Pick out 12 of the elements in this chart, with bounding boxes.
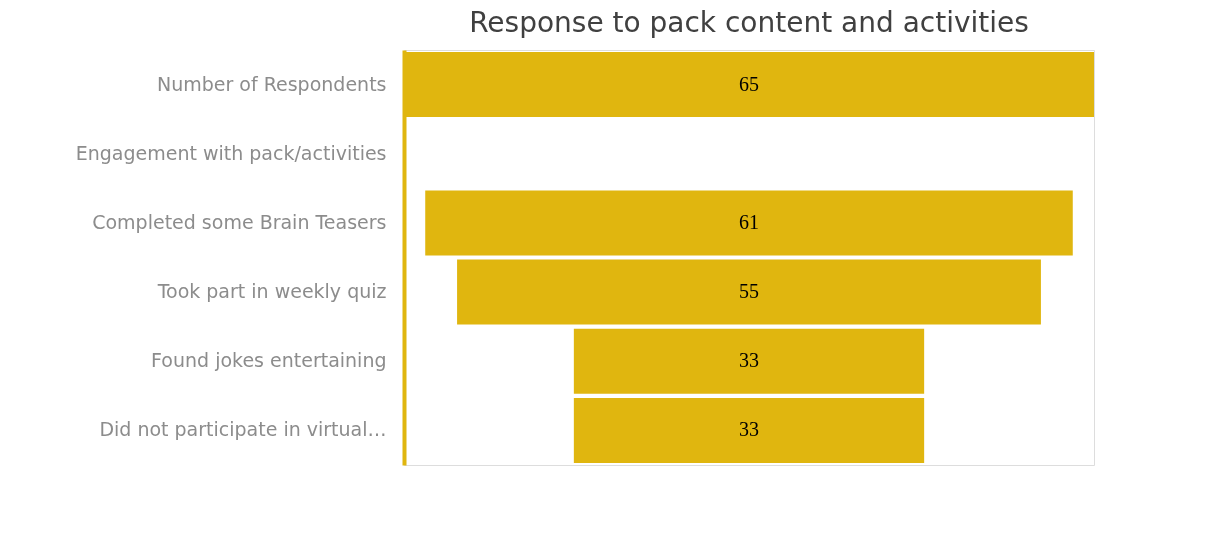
data-label: 33: [739, 418, 759, 441]
category-label: Took part in weekly quiz: [156, 280, 387, 303]
category-label: Did not participate in virtual…: [99, 418, 387, 441]
category-label: Completed some Brain Teasers: [92, 210, 387, 233]
category-label: Found jokes entertaining: [151, 349, 387, 372]
category-label: Engagement with pack/activities: [75, 141, 387, 164]
data-label: 65: [739, 72, 759, 95]
data-label: 61: [739, 210, 759, 233]
data-label: 55: [739, 280, 759, 303]
text: Response to pack content and activities: [469, 6, 1029, 39]
category-label: Number of Respondents: [156, 72, 387, 95]
data-label: 33: [739, 349, 759, 372]
